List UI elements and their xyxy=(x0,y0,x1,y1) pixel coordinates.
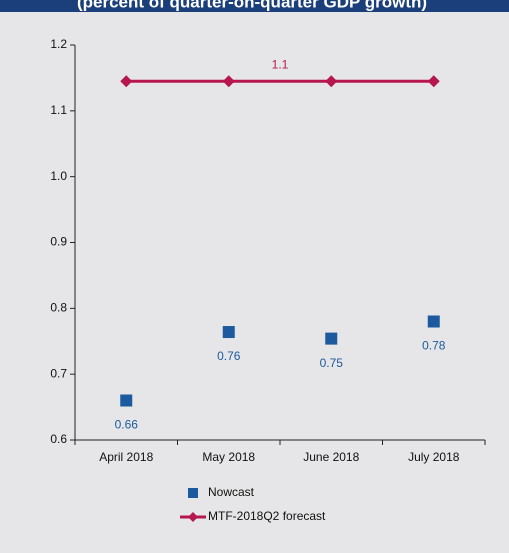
data-label: 0.66 xyxy=(115,418,139,432)
nowcast-marker xyxy=(427,315,440,328)
y-tick-label: 1.2 xyxy=(50,37,67,51)
x-tick-label: June 2018 xyxy=(303,450,359,464)
forecast-marker xyxy=(120,75,133,88)
x-tick-label: April 2018 xyxy=(99,450,153,464)
data-label: 0.75 xyxy=(320,356,344,370)
legend-label: MTF-2018Q2 forecast xyxy=(208,509,326,523)
y-tick-label: 0.6 xyxy=(50,432,67,446)
forecast-marker xyxy=(427,75,440,88)
legend-swatch xyxy=(188,488,198,498)
y-tick-label: 0.7 xyxy=(50,366,67,380)
x-tick-label: May 2018 xyxy=(202,450,255,464)
title-bar xyxy=(0,0,509,12)
legend-label: Nowcast xyxy=(208,485,255,499)
x-tick-label: July 2018 xyxy=(408,450,460,464)
y-tick-label: 1.1 xyxy=(50,103,67,117)
y-tick-label: 1.0 xyxy=(50,169,67,183)
data-label: 0.78 xyxy=(422,339,446,353)
y-tick-label: 0.9 xyxy=(50,235,67,249)
data-label: 0.76 xyxy=(217,349,241,363)
nowcast-marker xyxy=(222,326,235,339)
nowcast-marker xyxy=(325,332,338,345)
nowcast-marker xyxy=(120,394,133,407)
forecast-marker xyxy=(222,75,235,88)
forecast-marker xyxy=(325,75,338,88)
y-tick-label: 0.8 xyxy=(50,301,67,315)
data-label: 1.1 xyxy=(272,57,289,71)
chart-title: (percent of quarter-on-quarter GDP growt… xyxy=(77,0,427,11)
legend-swatch xyxy=(188,512,198,522)
